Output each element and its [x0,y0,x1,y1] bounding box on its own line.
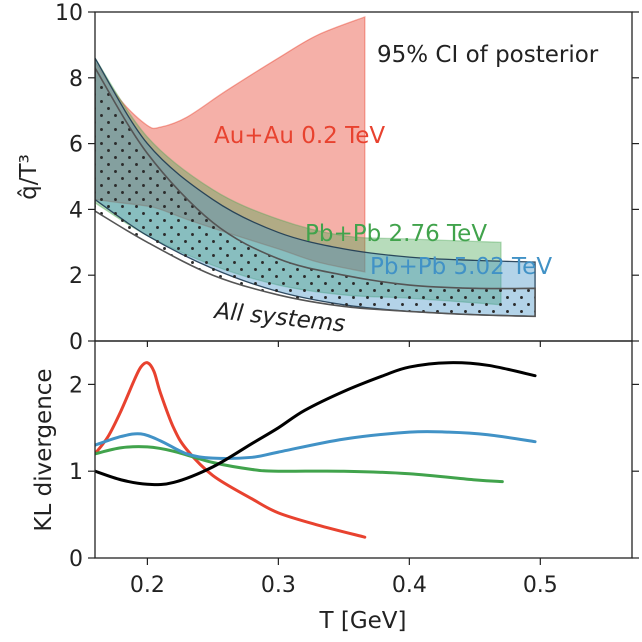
top-panel-bands [95,15,536,318]
pb276-kl-line [95,445,504,484]
pb276-band-label: Pb+Pb 2.76 TeV [305,221,487,247]
pb502-kl-line [95,430,537,460]
all-systems-kl-line [95,361,537,487]
auau-band-label: Au+Au 0.2 TeV [214,123,385,149]
bottom-panel-frame [94,340,633,559]
pb502-band-label: Pb+Pb 5.02 TeV [370,254,552,280]
bottom-panel-lines [95,361,537,539]
bottom-y-axis-label: KL divergence [31,368,57,531]
bottom-y-tick-label: 0 [69,547,83,572]
posterior-annotation: 95% CI of posterior [377,42,599,68]
x-tick-label: 0.3 [261,573,296,598]
all-systems-band [95,66,536,318]
bottom-y-tick-label: 1 [69,460,83,485]
top-y-tick-label: 2 [69,264,83,289]
x-tick-label: 0.4 [392,573,427,598]
top-y-tick-label: 0 [69,330,83,355]
x-axis-label: T [GeV] [318,608,406,634]
top-y-axis-label: q̂/T³ [16,154,42,200]
auau-kl-line [95,361,367,539]
x-tick-label: 0.5 [523,573,558,598]
top-y-tick-label: 10 [55,1,83,26]
top-y-tick-label: 4 [69,198,83,223]
top-y-tick-label: 6 [69,133,83,158]
x-tick-label: 0.2 [130,573,165,598]
axes-ticks: 0 2 4 6 8 10 0 1 2 0.2 0.3 0.4 0.5 [55,1,639,598]
top-y-tick-label: 8 [69,67,83,92]
bottom-y-tick-label: 2 [69,373,83,398]
